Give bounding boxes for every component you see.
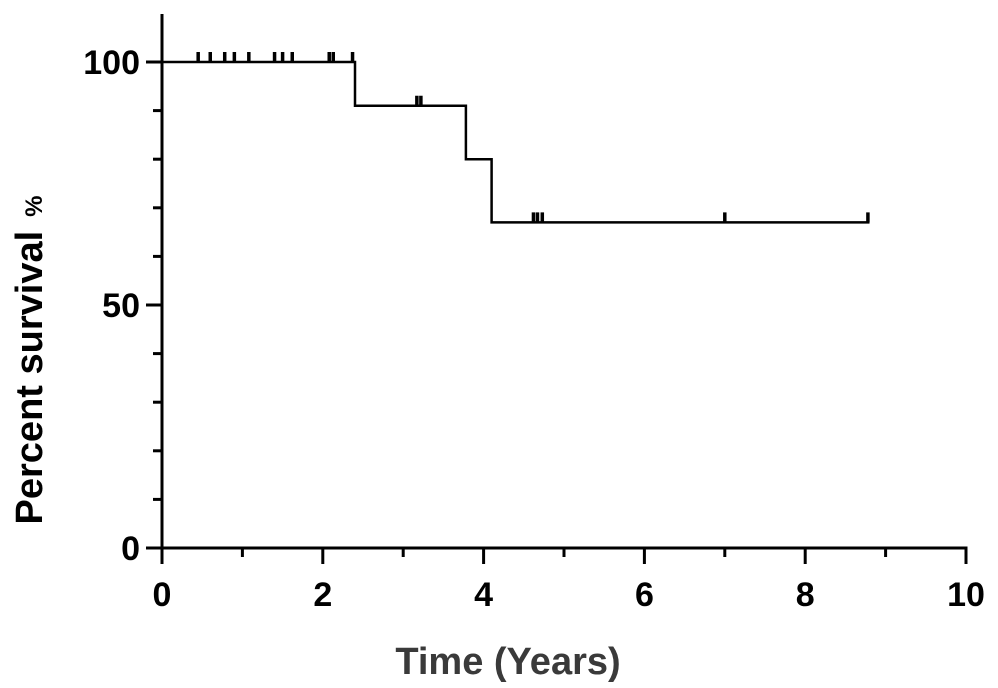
x-tick-label: 0 [153,576,172,614]
y-tick-labels: 0 50 100 [83,44,140,568]
axes [146,14,968,564]
x-tick-label: 10 [947,576,985,614]
y-tick-label: 100 [83,44,140,82]
x-tick-label: 8 [796,576,815,614]
x-tick-label: 2 [313,576,332,614]
y-tick-label: 0 [121,530,140,568]
y-axis-title: Percent survival [9,231,51,525]
x-axis-title: Time (Years) [395,641,620,683]
x-tick-labels: 0 2 4 6 8 10 [153,576,985,614]
survival-line [162,60,870,224]
y-axis-unit: % [21,196,48,217]
survival-curve [162,60,870,224]
x-tick-label: 6 [635,576,654,614]
svg-text:Percent survival %: Percent survival % [9,196,51,525]
y-tick-label: 50 [102,287,140,325]
y-axis-title-group: Percent survival % [9,196,51,525]
censor-marks [196,52,870,223]
x-tick-label: 4 [474,576,493,614]
